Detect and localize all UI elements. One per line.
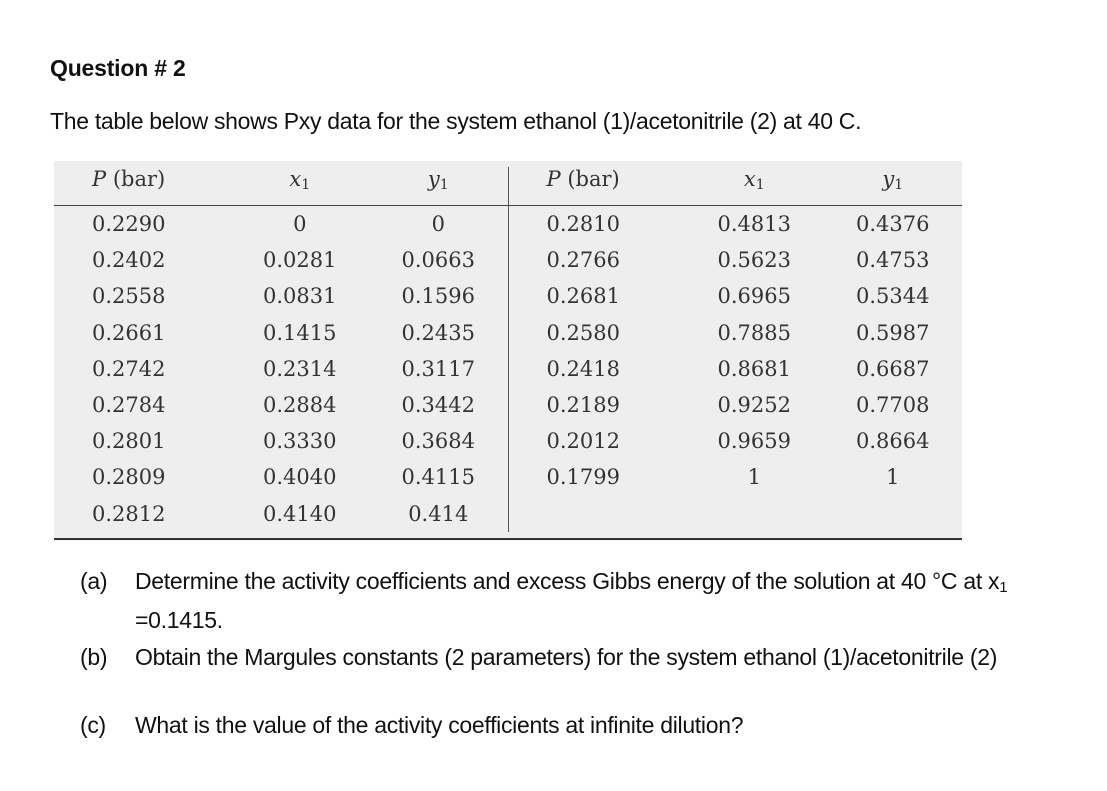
cell-pressure: 0.2809 <box>92 465 166 490</box>
question-b-text: Obtain the Margules constants (2 paramet… <box>135 644 998 670</box>
cell-y1: 0.4376 <box>856 212 930 237</box>
cell-x1: 0.2884 <box>263 393 337 418</box>
header-x1-left: x1 <box>230 167 369 206</box>
cell-y1: 0.6687 <box>856 356 930 381</box>
cell-x1: 0.1415 <box>263 320 337 345</box>
cell-y1: 0.1596 <box>401 284 475 309</box>
cell-y1: 0.2435 <box>401 320 475 345</box>
cell-pressure: 0.2801 <box>92 429 166 454</box>
cell-y1: 0.3684 <box>401 429 475 454</box>
header-pressure-right: P (bar) <box>507 167 685 206</box>
header-pressure-left: P (bar) <box>54 167 231 206</box>
table-row: 0.2661 0.1415 0.2435 0.2580 0.7885 0.598… <box>54 314 962 351</box>
question-list: (a) Determine the activity coefficients … <box>80 565 1060 742</box>
question-a-text-end: =0.1415. <box>135 607 223 633</box>
cell-pressure: 0.2189 <box>507 386 685 424</box>
header-y1-right: y1 <box>823 167 962 206</box>
cell-y1: 0.3442 <box>401 393 475 418</box>
cell-y1 <box>824 496 963 532</box>
table-row: 0.2812 0.4140 0.414 <box>54 495 963 532</box>
cell-y1: 0.7708 <box>856 393 930 418</box>
table-row: 0.2801 0.3330 0.3684 0.2012 0.9659 0.866… <box>54 423 962 460</box>
cell-pressure: 0.2012 <box>507 423 685 460</box>
cell-pressure: 0.2558 <box>92 284 166 309</box>
cell-pressure: 0.2290 <box>92 212 166 237</box>
question-c-text: What is the value of the activity coeffi… <box>135 712 744 738</box>
table-row: 0.2809 0.4040 0.4115 0.1799 1 1 <box>54 459 962 496</box>
cell-x1: 0.4040 <box>263 465 337 490</box>
table-row: 0.2784 0.2884 0.3442 0.2189 0.9252 0.770… <box>54 386 962 424</box>
cell-y1: 0.8664 <box>856 429 930 454</box>
cell-x1: 0 <box>293 212 307 237</box>
cell-y1: 0.0663 <box>401 248 475 273</box>
table-row: 0.2290 0 0 0.2810 0.4813 0.4376 <box>54 205 962 243</box>
cell-x1: 1 <box>747 465 761 490</box>
cell-y1: 0.5344 <box>856 284 930 309</box>
question-a-subscript: 1 <box>999 579 1008 596</box>
cell-pressure: 0.2402 <box>92 248 166 273</box>
cell-x1: 0.3330 <box>263 429 337 454</box>
cell-x1 <box>685 496 824 532</box>
cell-x1: 0.0281 <box>263 248 337 273</box>
cell-pressure: 0.2580 <box>507 314 685 351</box>
header-x1-right: x1 <box>685 167 824 206</box>
question-a-text: Determine the activity coefficients and … <box>135 568 1000 594</box>
cell-x1: 0.9659 <box>717 429 791 454</box>
table-row: 0.2558 0.0831 0.1596 0.2681 0.6965 0.534… <box>54 278 962 315</box>
cell-y1: 0.4753 <box>856 248 930 273</box>
table-bottom-rule <box>54 538 962 540</box>
cell-pressure: 0.2766 <box>507 242 685 279</box>
table-header-row: P (bar) x1 y1 P (bar) x1 y1 <box>54 167 962 206</box>
intro-text: The table below shows Pxy data for the s… <box>50 108 862 134</box>
question-heading: Question # 2 <box>50 55 186 81</box>
header-y1-left: y1 <box>369 167 508 206</box>
question-b: (b) Obtain the Margules constants (2 par… <box>80 641 1060 674</box>
cell-x1: 0.0831 <box>263 284 337 309</box>
cell-pressure <box>507 495 685 532</box>
cell-pressure: 0.2418 <box>507 350 685 387</box>
cell-y1: 0.4115 <box>401 465 475 490</box>
cell-x1: 0.6965 <box>717 284 791 309</box>
cell-pressure: 0.2681 <box>507 278 685 315</box>
cell-y1: 0.3117 <box>401 356 475 381</box>
cell-y1: 1 <box>886 465 900 490</box>
cell-pressure: 0.2810 <box>507 205 685 243</box>
question-a: (a) Determine the activity coefficients … <box>80 565 1060 637</box>
cell-x1: 0.2314 <box>263 356 337 381</box>
question-b-marker: (b) <box>80 644 108 670</box>
pxy-table-container: P (bar) x1 y1 P (bar) x1 y1 0.2290 0 0 0… <box>54 161 962 541</box>
cell-pressure: 0.2742 <box>92 356 166 381</box>
question-a-marker: (a) <box>80 568 108 594</box>
cell-x1: 0.5623 <box>717 248 791 273</box>
question-c: (c) What is the value of the activity co… <box>80 709 1060 742</box>
table-row: 0.2402 0.0281 0.0663 0.2766 0.5623 0.475… <box>54 242 962 279</box>
cell-y1: 0 <box>431 212 445 237</box>
table-row: 0.2742 0.2314 0.3117 0.2418 0.8681 0.668… <box>54 350 962 387</box>
cell-pressure: 0.2812 <box>92 501 166 526</box>
cell-y1: 0.5987 <box>856 320 930 345</box>
cell-x1: 0.7885 <box>717 320 791 345</box>
cell-x1: 0.4140 <box>263 501 337 526</box>
cell-pressure: 0.1799 <box>507 459 685 496</box>
cell-x1: 0.8681 <box>717 356 791 381</box>
cell-x1: 0.9252 <box>717 393 791 418</box>
pxy-data-table: P (bar) x1 y1 P (bar) x1 y1 0.2290 0 0 0… <box>54 167 962 532</box>
cell-pressure: 0.2661 <box>92 320 166 345</box>
cell-y1: 0.414 <box>408 501 469 526</box>
question-c-marker: (c) <box>80 712 106 738</box>
cell-pressure: 0.2784 <box>92 393 166 418</box>
cell-x1: 0.4813 <box>717 212 791 237</box>
